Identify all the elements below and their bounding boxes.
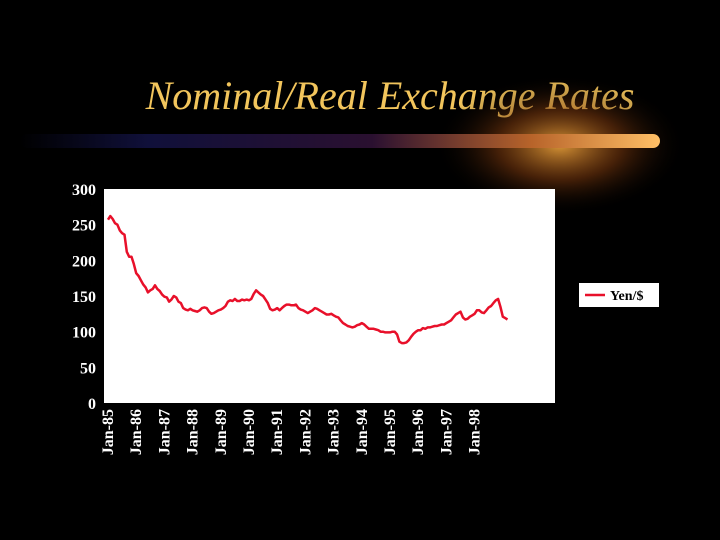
x-tick-label: Jan-96: [410, 409, 427, 455]
y-tick-label: 150: [72, 289, 96, 306]
plot-area: [104, 189, 555, 403]
y-tick-label: 300: [72, 182, 96, 199]
y-tick-label: 200: [72, 253, 96, 270]
x-tick-label: Jan-95: [382, 409, 399, 455]
legend: Yen/$: [579, 283, 659, 307]
x-tick-label: Jan-93: [326, 409, 343, 455]
x-tick-label: Jan-88: [185, 409, 202, 455]
y-tick-label: 100: [72, 325, 96, 342]
x-tick-label: Jan-92: [297, 409, 314, 455]
x-tick-label: Jan-86: [128, 409, 145, 455]
y-axis: 300 250 200 150 100 50 0: [72, 182, 104, 413]
y-tick-label: 250: [72, 218, 96, 235]
x-tick-label: Jan-85: [100, 409, 117, 455]
x-tick-label: Jan-97: [438, 409, 455, 455]
accent-bar: [20, 134, 660, 148]
x-tick-label: Jan-91: [269, 409, 286, 455]
x-tick-label: Jan-98: [467, 409, 484, 455]
x-axis: Jan-85 Jan-86 Jan-87 Jan-88 Jan-89 Jan-90 Jan-…: [100, 403, 484, 455]
legend-label: Yen/$: [610, 289, 643, 304]
x-tick-label: Jan-90: [241, 409, 258, 455]
series-line-yen-usd: [106, 214, 509, 345]
x-tick-label: Jan-89: [213, 409, 230, 455]
y-tick-label: 50: [80, 360, 96, 377]
x-tick-label: Jan-87: [156, 409, 173, 455]
x-tick-label: Jan-94: [354, 409, 371, 455]
y-tick-label: 0: [88, 396, 96, 413]
